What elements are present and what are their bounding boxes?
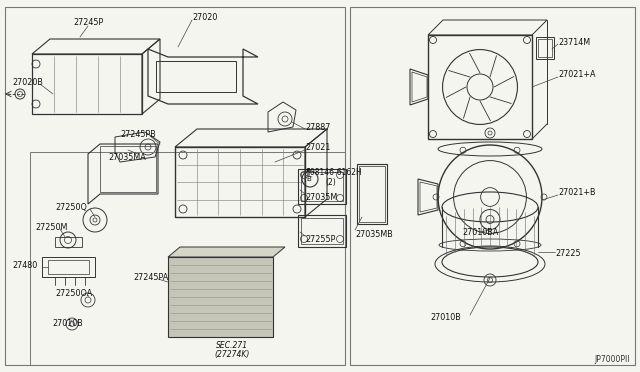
Polygon shape bbox=[168, 247, 285, 257]
Text: 27021: 27021 bbox=[305, 142, 330, 151]
Text: 27035MB: 27035MB bbox=[355, 230, 393, 238]
Text: 27035M: 27035M bbox=[305, 192, 337, 202]
Text: 27245PA: 27245PA bbox=[133, 273, 168, 282]
Text: (2): (2) bbox=[325, 177, 336, 186]
Text: 27250Q: 27250Q bbox=[55, 202, 87, 212]
Text: 23714M: 23714M bbox=[558, 38, 590, 46]
Text: 27020: 27020 bbox=[192, 13, 218, 22]
Text: 27021+A: 27021+A bbox=[558, 70, 595, 78]
Text: 27245PB: 27245PB bbox=[120, 129, 156, 138]
Text: 27010BA: 27010BA bbox=[462, 228, 499, 237]
Text: 27250OA: 27250OA bbox=[55, 289, 92, 298]
Text: 27255P: 27255P bbox=[305, 234, 335, 244]
Text: 27020B: 27020B bbox=[12, 77, 43, 87]
Text: ¶08146-6162H: ¶08146-6162H bbox=[305, 167, 362, 176]
Text: 27480: 27480 bbox=[12, 260, 37, 269]
Text: 27021+B: 27021+B bbox=[558, 187, 595, 196]
Text: 27010B: 27010B bbox=[52, 320, 83, 328]
Text: B: B bbox=[307, 176, 312, 182]
Polygon shape bbox=[168, 257, 273, 337]
Text: 27245P: 27245P bbox=[73, 17, 103, 26]
Text: 27010B: 27010B bbox=[430, 312, 461, 321]
Text: 27225: 27225 bbox=[555, 250, 580, 259]
Text: 27035MA: 27035MA bbox=[108, 153, 146, 161]
Text: SEC.271: SEC.271 bbox=[216, 340, 248, 350]
Text: JP7000PII: JP7000PII bbox=[595, 356, 630, 365]
Text: 27887: 27887 bbox=[305, 122, 330, 131]
Text: 27250M: 27250M bbox=[35, 222, 67, 231]
Text: (27274K): (27274K) bbox=[215, 350, 250, 359]
